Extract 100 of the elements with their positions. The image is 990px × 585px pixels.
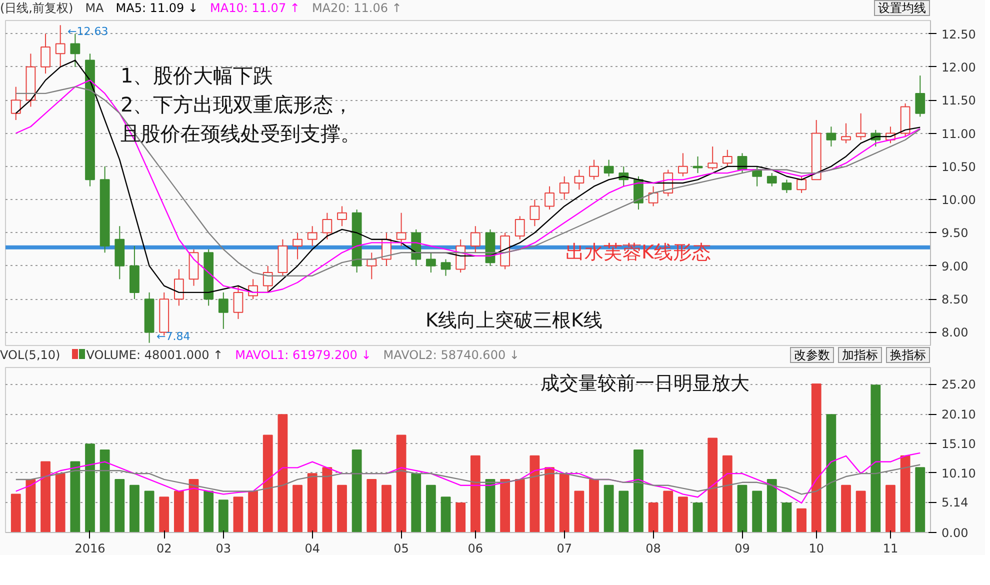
text: 设置均线: [874, 0, 930, 16]
bar: [248, 490, 258, 532]
bar: [574, 490, 584, 532]
x-tick-label: 06: [468, 542, 484, 556]
bar: [144, 490, 154, 532]
candlestick: [40, 33, 50, 74]
candlestick: [500, 232, 510, 270]
bar: [307, 473, 318, 532]
candlestick: [114, 226, 125, 280]
annotation: 成交量较前一日明显放大: [540, 372, 750, 394]
y-tick-label: 10.00: [942, 193, 976, 208]
candlestick: [218, 292, 228, 330]
bar: [85, 444, 95, 532]
bar: [589, 478, 599, 532]
y-tick-label: 9.50: [942, 226, 968, 240]
candlestick: [678, 152, 688, 177]
legend-title: MA: [85, 0, 104, 17]
legend-label: VOLUME: 48001.000 ↑: [85, 347, 224, 364]
candlestick: [841, 122, 851, 144]
candlestick: [204, 248, 214, 306]
x-tick-label: 10: [808, 542, 824, 556]
candlestick: [55, 24, 66, 68]
bar: [188, 478, 199, 532]
candlestick: [604, 159, 614, 177]
candlestick: [574, 169, 584, 190]
bar: [382, 484, 392, 532]
candlestick: [440, 258, 451, 276]
bar: [55, 473, 66, 532]
x-tick-label: 05: [394, 542, 409, 556]
y-tick-label: 20.10: [942, 408, 976, 422]
candlestick: [722, 149, 732, 167]
bar: [159, 496, 170, 532]
bar: [411, 473, 422, 532]
candlestick: [100, 166, 110, 254]
candlestick: [307, 226, 318, 247]
bar: [100, 450, 110, 532]
bar: [870, 384, 881, 532]
x-tick-label: 09: [734, 542, 750, 556]
bar: [722, 455, 732, 532]
candlestick: [188, 248, 199, 286]
line-series: [15, 464, 921, 495]
bar: [500, 478, 510, 532]
x-tick-label: 2016: [74, 542, 106, 556]
bar: [233, 496, 244, 532]
x-tick-label: 03: [216, 542, 232, 556]
candlestick: [856, 112, 866, 140]
bar: [456, 502, 466, 532]
bar: [40, 461, 50, 532]
bar: [811, 384, 822, 532]
bar: [618, 490, 629, 532]
y-tick-label: 25.20: [942, 378, 976, 392]
y-tick-label: 12.00: [942, 60, 976, 74]
text: 加指标: [838, 347, 882, 363]
bar: [130, 484, 140, 532]
bar: [530, 455, 540, 532]
bar: [692, 502, 703, 532]
bar: [796, 508, 806, 532]
y-tick-label: 0.00: [942, 526, 968, 540]
y-tick-label: 9.00: [942, 259, 968, 274]
candlestick: [174, 268, 184, 306]
x-tick-label: 11: [882, 542, 898, 556]
bar: [174, 490, 184, 532]
x-tick-label: 02: [156, 542, 172, 556]
bar: [337, 484, 347, 532]
bar: [915, 467, 926, 532]
annotation: K线向上突破三根K线: [426, 310, 602, 332]
bar: [678, 496, 688, 532]
text: MA10: 11.07 ↑: [210, 0, 300, 17]
candlestick: [782, 179, 792, 194]
bar: [604, 484, 614, 532]
candlestick: [292, 232, 302, 260]
candlestick: [589, 159, 599, 180]
bar: [782, 502, 792, 532]
bar: [366, 478, 377, 532]
candlestick: [278, 238, 288, 276]
bar: [900, 455, 910, 532]
bar: [737, 484, 748, 532]
candlestick: [514, 216, 525, 240]
bar: [26, 478, 36, 532]
candlestick: [337, 206, 347, 227]
text: MA20: 11.06 ↑: [312, 0, 402, 17]
candlestick: [826, 126, 836, 148]
annotation: 2、下方出现双重底形态，: [120, 92, 354, 116]
bar: [218, 500, 228, 532]
bar: [841, 484, 851, 532]
bar: [708, 438, 718, 532]
candlestick: [130, 246, 140, 300]
bar: [10, 494, 21, 532]
bar: [752, 490, 762, 532]
candlestick: [85, 53, 95, 187]
chart-title: (日线,前复权): [0, 0, 74, 17]
text: MAVOL2: 58740.600 ↓: [383, 347, 520, 364]
candlestick: [766, 172, 777, 187]
candlestick: [352, 209, 362, 274]
y-tick-label: 12.50: [942, 27, 976, 42]
candlestick: [10, 86, 21, 120]
bar: [114, 478, 125, 532]
candlestick: [530, 199, 540, 227]
bar: [485, 478, 496, 532]
y-tick-label: 8.50: [942, 292, 968, 307]
